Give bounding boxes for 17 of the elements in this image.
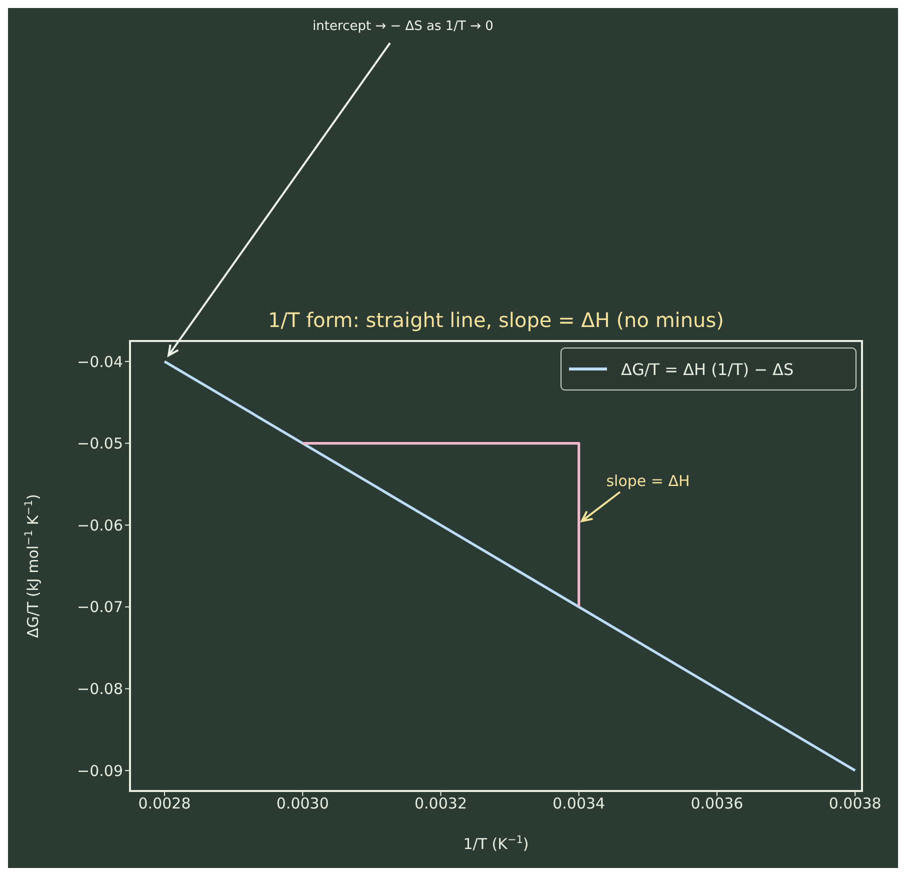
y-tick-label: −0.09: [77, 762, 123, 780]
annotation: intercept → − ΔS as 1/T → 0: [312, 19, 494, 34]
y-tick-label: −0.08: [77, 680, 123, 698]
x-tick-label: 0.0028: [138, 794, 191, 813]
chart-title: 1/T form: straight line, slope = ΔH (no minus): [268, 308, 724, 332]
y-tick-label: −0.05: [77, 434, 123, 453]
x-tick-label: 0.0036: [690, 794, 744, 813]
y-tick-label: −0.06: [77, 516, 123, 534]
x-axis-title: 1/T (K$^{−1}$): [463, 834, 529, 853]
annotation: slope = ΔH: [606, 472, 690, 490]
x-tick-label: 0.0032: [414, 794, 468, 813]
y-tick-label: −0.07: [77, 598, 123, 616]
x-tick-label: 0.0030: [276, 794, 329, 813]
y-tick-label: −0.04: [77, 352, 123, 371]
x-tick-label: 0.0038: [828, 794, 882, 813]
legend-label: ΔG/T = ΔH (1/T) − ΔS: [621, 360, 794, 379]
x-tick-label: 0.0034: [552, 794, 606, 813]
